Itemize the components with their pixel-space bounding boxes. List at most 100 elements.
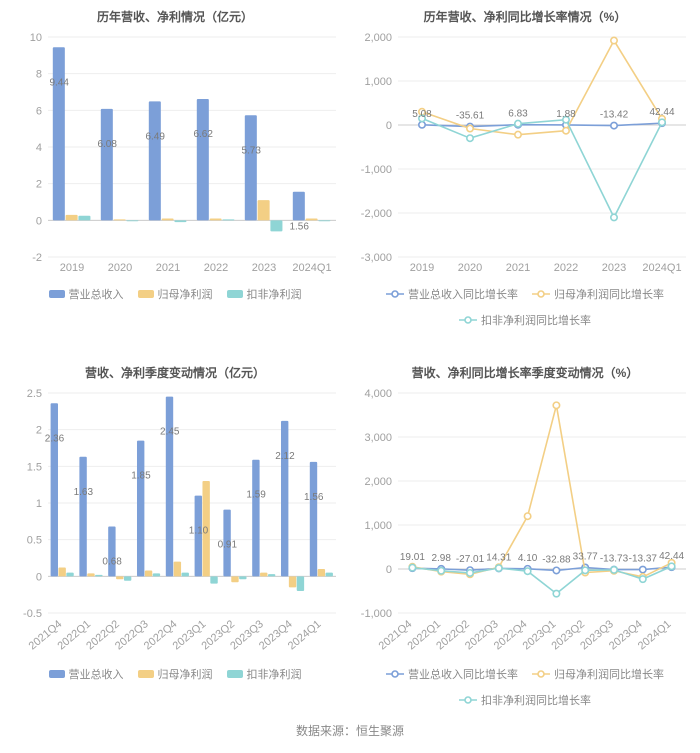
svg-text:1: 1 (36, 498, 42, 510)
chart-title: 历年营收、净利同比增长率情况（%） (356, 8, 694, 25)
chart-canvas: -3,000-2,000-1,00001,0002,00020192020202… (356, 31, 694, 282)
legend-item: 扣非净利润同比增长率 (459, 312, 591, 328)
legend-label: 扣非净利润同比增长率 (481, 312, 591, 328)
line-marker (611, 214, 617, 220)
bar (166, 397, 173, 577)
legend-item: 营业总收入同比增长率 (386, 666, 518, 682)
svg-text:1.85: 1.85 (131, 471, 151, 482)
bar (297, 576, 304, 591)
svg-text:2: 2 (36, 425, 42, 437)
bar (231, 576, 238, 582)
bar (58, 568, 65, 577)
bar (318, 569, 325, 576)
legend-label: 归母净利润 (158, 666, 213, 682)
svg-text:2.45: 2.45 (160, 427, 180, 438)
bar (116, 576, 123, 579)
line-marker (659, 119, 665, 125)
svg-text:2,000: 2,000 (364, 476, 392, 488)
bar (101, 109, 113, 220)
bar (293, 192, 305, 221)
legend-item: 归母净利润同比增长率 (532, 286, 664, 302)
chart-canvas: -1,00001,0002,0003,0004,0002021Q42022Q12… (356, 387, 694, 662)
line-marker (419, 122, 425, 128)
svg-text:2.98: 2.98 (431, 553, 451, 564)
legend: 营业总收入同比增长率 归母净利润同比增长率扣非净利润同比增长率 (356, 666, 694, 708)
svg-text:0.91: 0.91 (218, 540, 238, 551)
legend-swatch (532, 289, 550, 299)
line-marker (563, 128, 569, 134)
svg-text:2022: 2022 (204, 262, 228, 274)
bar (145, 570, 152, 576)
bar (289, 576, 296, 587)
svg-text:4,000: 4,000 (364, 388, 392, 400)
bar (268, 574, 275, 576)
line-marker (467, 125, 473, 131)
svg-text:5.08: 5.08 (412, 109, 432, 120)
legend-label: 扣非净利润同比增长率 (481, 692, 591, 708)
legend-swatch (532, 669, 550, 679)
svg-text:-1,000: -1,000 (361, 164, 392, 176)
line-marker (467, 570, 473, 576)
svg-text:0.5: 0.5 (27, 535, 42, 547)
svg-text:-0.5: -0.5 (23, 608, 42, 620)
bar (245, 115, 257, 220)
svg-text:1,000: 1,000 (364, 76, 392, 88)
legend-item: 营业总收入 (49, 666, 124, 682)
legend: 营业总收入同比增长率 归母净利润同比增长率扣非净利润同比增长率 (356, 286, 694, 328)
svg-text:-13.37: -13.37 (629, 554, 658, 565)
legend-label: 归母净利润 (158, 286, 213, 302)
legend-label: 归母净利润同比增长率 (554, 286, 664, 302)
line-marker (553, 590, 559, 596)
svg-text:-35.61: -35.61 (456, 111, 485, 122)
panel-top-left: 历年营收、净利情况（亿元） -2024681020192020202120222… (0, 0, 350, 356)
bar (126, 220, 138, 221)
bar (197, 99, 209, 220)
svg-text:0.68: 0.68 (102, 556, 122, 567)
svg-text:2.5: 2.5 (27, 388, 42, 400)
svg-text:2,000: 2,000 (364, 32, 392, 44)
bar (78, 216, 90, 221)
bar (87, 573, 94, 576)
legend: 营业总收入 归母净利润扣非净利润 (6, 666, 344, 682)
chart-title: 历年营收、净利情况（亿元） (6, 8, 344, 25)
legend-label: 归母净利润同比增长率 (554, 666, 664, 682)
line-series (412, 405, 671, 577)
bar (53, 47, 65, 220)
bar (260, 573, 267, 577)
bar (210, 576, 217, 583)
bar (281, 421, 288, 576)
svg-text:2021: 2021 (156, 262, 180, 274)
legend-swatch (138, 670, 154, 678)
bar (326, 573, 333, 577)
legend-swatch (49, 290, 65, 298)
svg-text:5.73: 5.73 (241, 145, 261, 156)
bar (137, 441, 144, 577)
bar (149, 101, 161, 220)
chart-canvas: -20246810201920202021202220232024Q19.446… (6, 31, 344, 282)
bar (79, 457, 86, 577)
legend-label: 营业总收入同比增长率 (408, 286, 518, 302)
bar (310, 462, 317, 576)
svg-text:4: 4 (36, 142, 42, 154)
svg-text:6.62: 6.62 (193, 129, 213, 140)
svg-text:2023: 2023 (602, 262, 626, 274)
legend-label: 营业总收入 (69, 666, 124, 682)
panel-bottom-right: 营收、净利同比增长率季度变动情况（%） -1,00001,0002,0003,0… (350, 356, 700, 712)
svg-text:-13.73: -13.73 (600, 554, 629, 565)
svg-text:1.88: 1.88 (556, 109, 576, 120)
legend-swatch (227, 290, 243, 298)
bar (239, 576, 246, 579)
legend-item: 归母净利润 (138, 286, 213, 302)
svg-text:0: 0 (36, 215, 42, 227)
svg-text:6: 6 (36, 105, 42, 117)
bar (174, 220, 186, 222)
svg-text:2024Q1: 2024Q1 (292, 262, 331, 274)
legend-item: 扣非净利润 (227, 666, 302, 682)
chart-canvas: -0.500.511.522.52021Q42022Q12022Q22022Q3… (6, 387, 344, 662)
panel-bottom-left: 营收、净利季度变动情况（亿元） -0.500.511.522.52021Q420… (0, 356, 350, 712)
svg-text:1.63: 1.63 (74, 487, 94, 498)
bar (51, 403, 58, 576)
svg-text:-3,000: -3,000 (361, 252, 392, 264)
line-marker (668, 563, 674, 569)
legend-swatch (49, 670, 65, 678)
